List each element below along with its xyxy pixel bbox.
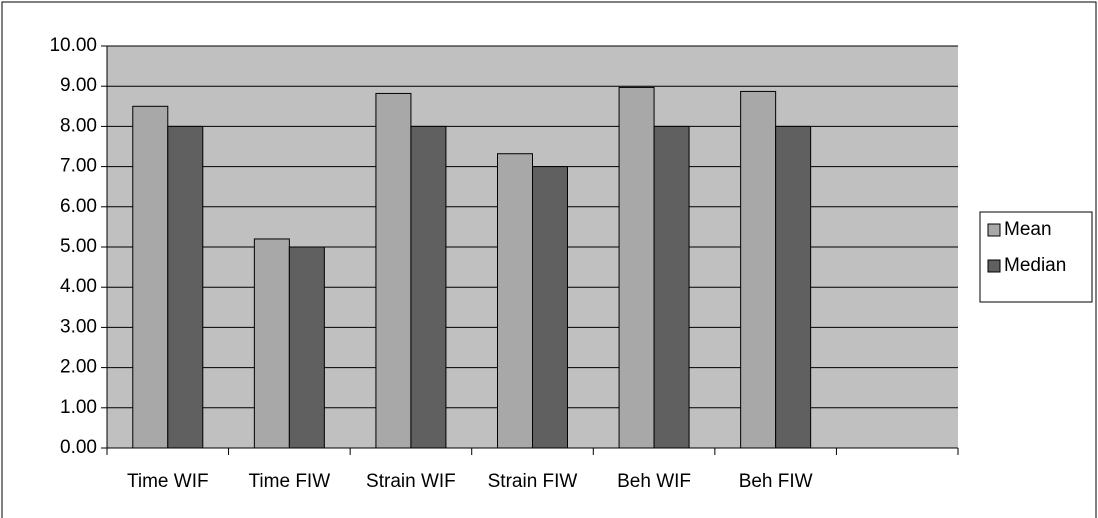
y-tick-label: 9.00 [60, 75, 97, 96]
y-tick-label: 5.00 [60, 236, 97, 257]
x-tick-label: Beh FIW [739, 471, 813, 492]
bar [741, 91, 776, 448]
bar [411, 126, 446, 448]
bar [289, 247, 324, 448]
x-tick-label: Time FIW [249, 471, 331, 492]
bar [133, 106, 168, 448]
y-tick-label: 10.00 [49, 35, 97, 56]
bar [654, 126, 689, 448]
legend-swatch [988, 224, 1000, 236]
y-tick-label: 8.00 [60, 115, 97, 136]
bar [498, 154, 533, 448]
x-tick-label: Beh WIF [617, 471, 691, 492]
bar [619, 87, 654, 448]
bar [533, 167, 568, 448]
legend-label: Median [1004, 255, 1066, 276]
x-tick-label: Strain FIW [488, 471, 578, 492]
x-tick-label: Time WIF [127, 471, 209, 492]
y-tick-label: 7.00 [60, 156, 97, 177]
bar [776, 126, 811, 448]
y-tick-label: 2.00 [60, 357, 97, 378]
y-tick-label: 0.00 [60, 437, 97, 458]
legend-swatch [988, 260, 1000, 272]
bar [254, 239, 289, 448]
page: {"chart_data": {"type": "bar", "categori… [0, 0, 1098, 518]
legend-label: Mean [1004, 219, 1052, 240]
y-tick-label: 4.00 [60, 276, 97, 297]
y-tick-label: 6.00 [60, 196, 97, 217]
y-tick-label: 3.00 [60, 316, 97, 337]
y-tick-label: 1.00 [60, 397, 97, 418]
bar [168, 126, 203, 448]
x-tick-label: Strain WIF [366, 471, 456, 492]
chart: 0.00 1.00 2.00 3.00 4.00 5.00 6.00 7.00 8.00 9.00… [0, 0, 1098, 518]
bar [376, 93, 411, 448]
